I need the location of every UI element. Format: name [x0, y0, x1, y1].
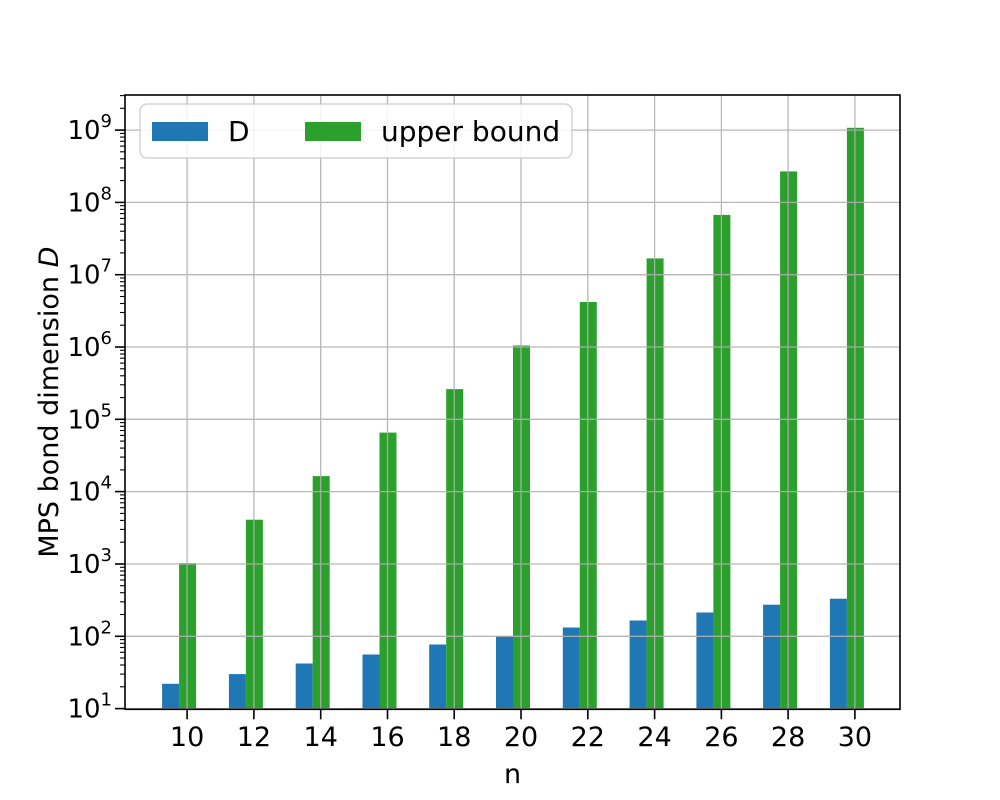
x-tick-label-26: 26: [704, 722, 738, 753]
x-tick-label-14: 14: [304, 722, 338, 753]
bar-D-n30: [829, 598, 847, 710]
x-tick-label-10: 10: [170, 722, 204, 753]
y-tick-label-1e1: 101: [67, 690, 112, 725]
bar-D-n26: [696, 612, 714, 710]
legend-swatch-1: [305, 122, 361, 141]
y-tick-label-1e5: 105: [67, 400, 112, 435]
x-tick-label-24: 24: [637, 722, 671, 753]
x-tick-label-18: 18: [437, 722, 471, 753]
y-tick-label-1e8: 108: [67, 183, 112, 218]
bar-D-n14: [295, 663, 313, 710]
bars-group: [162, 127, 864, 710]
bar-D-n24: [629, 620, 647, 710]
y-axis: 101 102 103 104 105 106 107 108 109: [67, 95, 125, 725]
bar-D-n10: [162, 683, 180, 710]
bar-D-n16: [362, 654, 380, 710]
legend-label-0: D: [228, 115, 250, 148]
x-tick-label-28: 28: [771, 722, 805, 753]
bar-D-n28: [763, 604, 781, 710]
x-axis-label: n: [504, 759, 521, 790]
y-tick-label-1e9: 109: [67, 111, 112, 146]
y-tick-label-1e4: 104: [67, 473, 112, 508]
y-tick-label-1e3: 103: [67, 545, 112, 580]
bar-D-n12: [228, 674, 246, 710]
x-tick-label-22: 22: [571, 722, 605, 753]
x-tick-label-20: 20: [504, 722, 538, 753]
legend-swatch-0: [152, 122, 208, 141]
x-tick-label-16: 16: [370, 722, 404, 753]
x-tick-label-12: 12: [237, 722, 271, 753]
bar-D-n22: [562, 627, 580, 710]
gridlines: [125, 95, 900, 710]
y-tick-label-1e7: 107: [67, 256, 112, 291]
axes-spines: [124, 94, 901, 711]
legend-label-1: upper bound: [381, 115, 560, 148]
bar-D-n20: [496, 636, 513, 710]
x-tick-label-30: 30: [838, 722, 872, 753]
y-tick-label-1e6: 106: [67, 328, 112, 363]
x-axis: 10 12 14 16 18 20 22 24 26 28 30: [170, 709, 872, 753]
y-tick-label-1e2: 102: [67, 617, 112, 652]
y-axis-label: MPS bond dimension D: [34, 247, 65, 558]
bar-D-n18: [429, 644, 447, 710]
